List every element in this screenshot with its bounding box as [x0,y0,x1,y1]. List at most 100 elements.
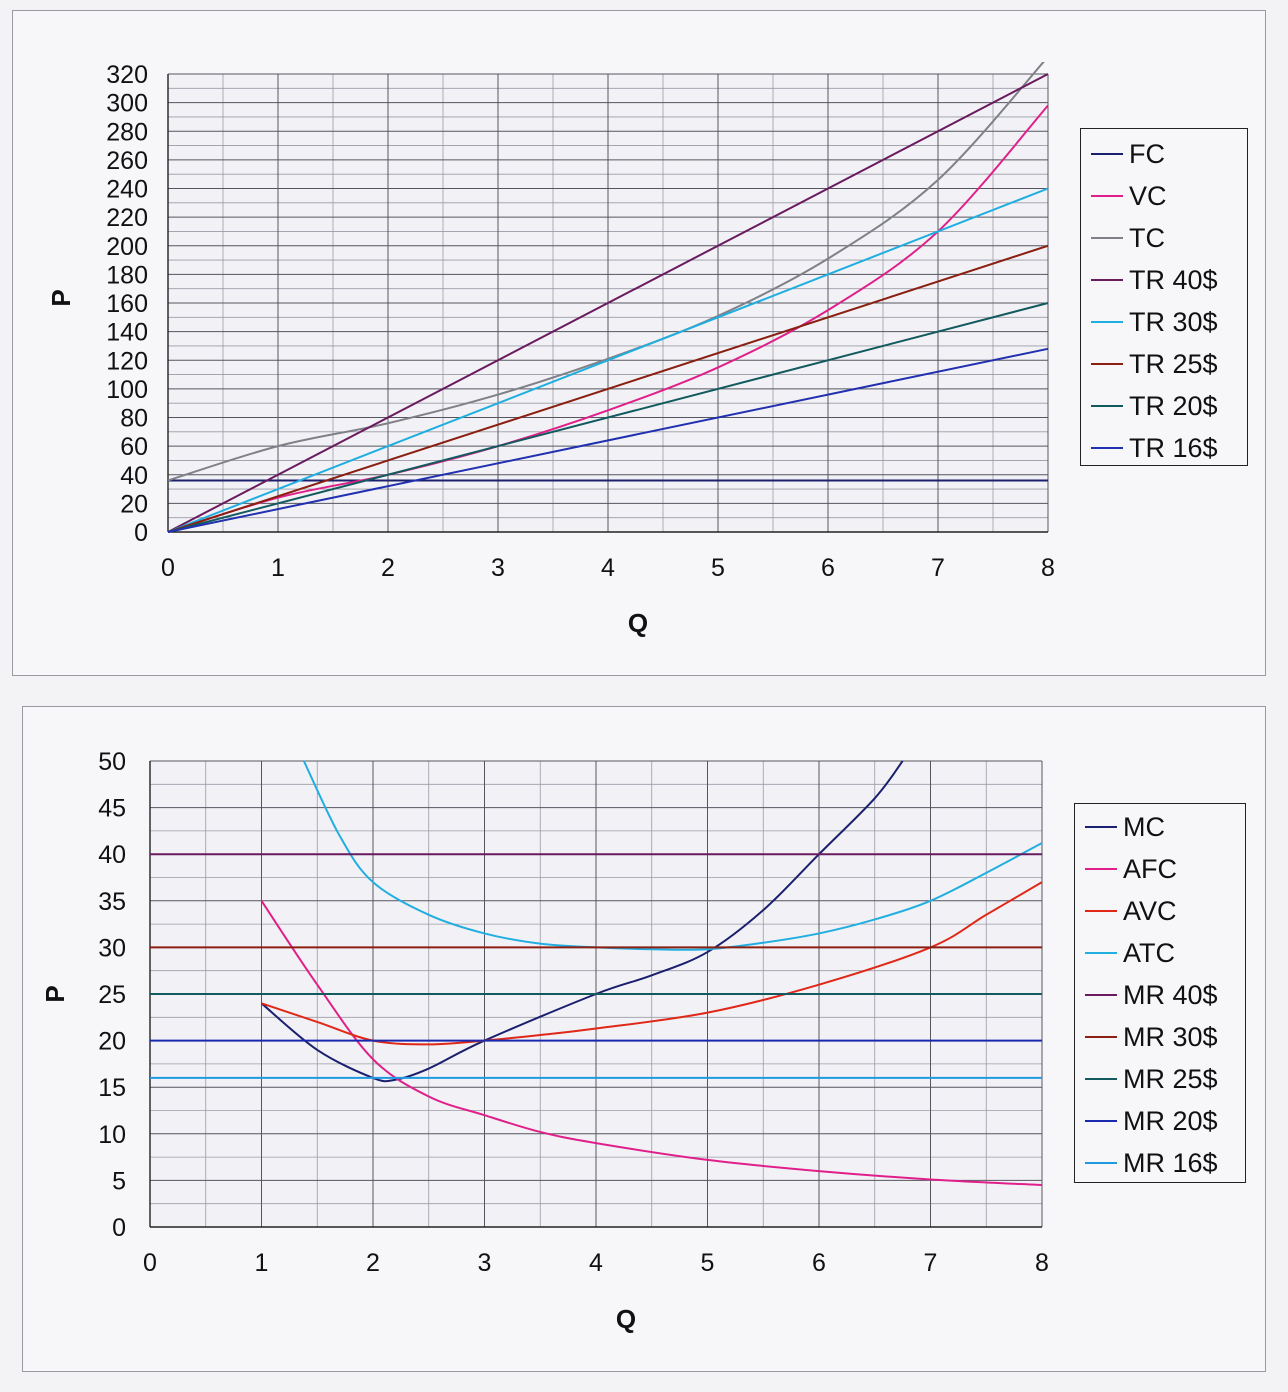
legend-swatch [1091,279,1123,281]
y-tick-label: 140 [106,319,148,347]
y-tick-label: 5 [112,1167,126,1195]
x-tick-label: 5 [701,1249,715,1277]
y-tick-label: 320 [106,61,148,89]
y-tick-label: 25 [98,981,126,1009]
legend-label: TR 25$ [1129,348,1218,379]
legend-label: AVC [1123,895,1177,926]
legend-swatch [1085,868,1117,870]
legend-swatch [1085,1162,1117,1164]
x-tick-label: 6 [812,1249,826,1277]
chart-0: 0 1 2 3 4 5 6 7 80204060801001201401601802002202… [46,61,1055,638]
x-tick-label: 2 [366,1249,380,1277]
y-tick-label: 35 [98,888,126,916]
legend-swatch [1085,1036,1117,1038]
series-line-vc [167,104,1049,533]
series-line-tr-30- [167,187,1049,533]
x-tick-label: 0 [161,554,175,582]
y-tick-label: 80 [120,405,148,433]
legend-item: AVC [1085,896,1177,926]
legend-top: FC VC TC TR 40$ TR 30$ TR 25$ TR 20$ TR 16$ [1080,128,1248,466]
legend-label: MR 25$ [1123,1063,1218,1094]
y-tick-label: 300 [106,90,148,118]
x-tick-label: 1 [271,554,285,582]
series-line-tr-40- [167,73,1049,533]
legend-label: TR 16$ [1129,432,1218,463]
legend-item: MR 40$ [1085,980,1218,1010]
legend-item: MR 25$ [1085,1064,1218,1094]
series-line-tr-25- [167,244,1049,533]
legend-label: ATC [1123,937,1175,968]
series-line-afc [260,900,1043,1187]
y-axis-label: P [46,289,76,306]
x-tick-label: 3 [478,1249,492,1277]
series-line-tr-20- [167,302,1049,533]
y-tick-label: 40 [120,462,148,490]
x-tick-label: 5 [711,554,725,582]
legend-label: TR 30$ [1129,306,1218,337]
legend-swatch [1085,1078,1117,1080]
legend-item: MC [1085,812,1165,842]
y-tick-label: 260 [106,147,148,175]
legend-label: MC [1123,811,1165,842]
y-tick-label: 10 [98,1121,126,1149]
legend-item: TR 20$ [1091,391,1218,421]
legend-label: MR 30$ [1123,1021,1218,1052]
y-tick-label: 240 [106,176,148,204]
y-tick-label: 160 [106,290,148,318]
legend-swatch [1091,363,1123,365]
x-tick-label: 7 [924,1249,938,1277]
legend-label: TC [1129,222,1165,253]
y-tick-label: 180 [106,261,148,289]
legend-swatch [1091,195,1123,197]
series-line-tr-16- [167,347,1049,533]
y-tick-label: 200 [106,233,148,261]
series-line-atc [302,760,1043,951]
legend-item: TR 30$ [1091,307,1218,337]
legend-item: AFC [1085,854,1177,884]
y-tick-label: 220 [106,204,148,232]
y-tick-label: 50 [98,748,126,776]
x-axis-label: Q [616,1304,636,1334]
legend-swatch [1085,826,1117,828]
legend-label: MR 20$ [1123,1105,1218,1136]
y-tick-label: 45 [98,795,126,823]
x-tick-label: 3 [491,554,505,582]
legend-label: TR 40$ [1129,264,1218,295]
legend-item: MR 20$ [1085,1106,1218,1136]
legend-label: AFC [1123,853,1177,884]
legend-swatch [1091,321,1123,323]
y-axis-label: P [40,985,70,1002]
legend-item: ATC [1085,938,1175,968]
legend-swatch [1091,447,1123,449]
legend-swatch [1085,1120,1117,1122]
y-tick-label: 20 [120,490,148,518]
legend-bottom: MC AFC AVC ATC MR 40$ MR 30$ MR 25$ MR 20$ MR 16… [1074,803,1246,1183]
x-tick-label: 4 [589,1249,603,1277]
legend-swatch [1085,910,1117,912]
legend-swatch [1085,994,1117,996]
x-tick-label: 2 [381,554,395,582]
x-tick-label: 8 [1041,554,1055,582]
legend-item: TR 40$ [1091,265,1218,295]
legend-label: MR 40$ [1123,979,1218,1010]
x-tick-label: 4 [601,554,615,582]
x-tick-label: 1 [255,1249,269,1277]
x-tick-label: 7 [931,554,945,582]
x-tick-label: 6 [821,554,835,582]
y-tick-label: 30 [98,934,126,962]
y-tick-label: 40 [98,841,126,869]
legend-swatch [1091,237,1123,239]
x-axis-label: Q [628,608,648,638]
legend-item: TR 16$ [1091,433,1218,463]
legend-item: TR 25$ [1091,349,1218,379]
legend-item: MR 30$ [1085,1022,1218,1052]
y-tick-label: 15 [98,1074,126,1102]
y-tick-label: 60 [120,433,148,461]
y-tick-label: 100 [106,376,148,404]
legend-label: FC [1129,138,1165,169]
y-tick-label: 20 [98,1028,126,1056]
legend-swatch [1091,153,1123,155]
legend-label: VC [1129,180,1167,211]
y-tick-label: 120 [106,347,148,375]
